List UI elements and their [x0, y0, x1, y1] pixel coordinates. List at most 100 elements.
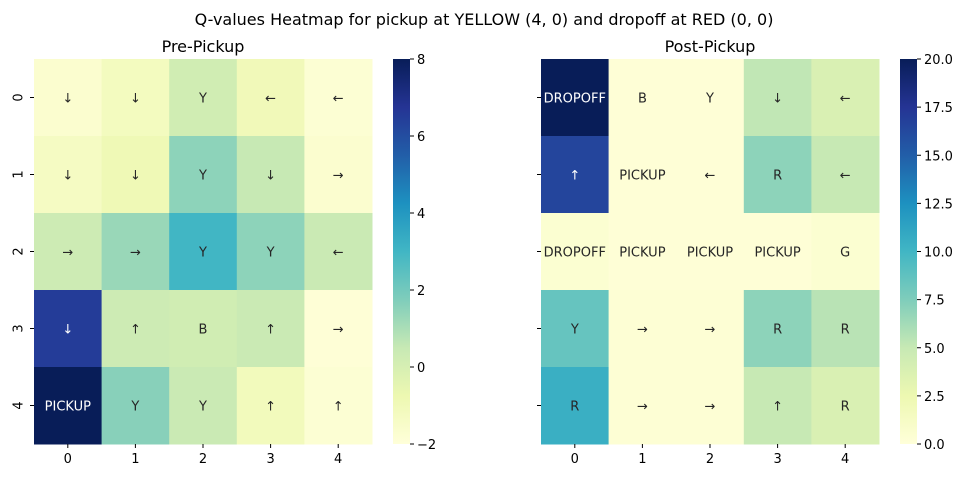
y-tick-label: 0 — [12, 93, 27, 101]
heatmap-cell — [608, 213, 677, 291]
colorbar-tick-label: 0.0 — [924, 438, 945, 453]
y-tick-label: 3 — [12, 324, 27, 332]
heatmap-cell — [676, 59, 745, 137]
colorbar-tick-label: 20.0 — [924, 53, 953, 68]
x-tick-label: 2 — [199, 452, 207, 467]
panel-title: Pre-Pickup — [162, 37, 245, 56]
heatmap-cell — [608, 290, 677, 368]
heatmap-cell — [541, 136, 610, 214]
heatmap-cell — [169, 367, 238, 445]
x-tick-label: 3 — [773, 452, 781, 467]
heatmap-cell — [236, 136, 305, 214]
heatmap-cell — [743, 136, 812, 214]
heatmap-cell — [811, 136, 880, 214]
y-tick-label: 2 — [12, 247, 27, 255]
heatmap-cell — [608, 59, 677, 137]
heatmap-cell — [304, 367, 373, 445]
heatmap-cell — [743, 290, 812, 368]
cell-annotation: → — [62, 246, 73, 261]
cell-annotation: R — [773, 323, 782, 338]
x-tick-label: 2 — [706, 452, 714, 467]
heatmap-cell — [541, 290, 610, 368]
heatmap-cell — [236, 213, 305, 291]
cell-annotation: R — [841, 323, 850, 338]
colorbar-tick-label: 12.5 — [924, 197, 953, 212]
colorbar-tick-label: 0 — [417, 361, 425, 376]
cell-annotation: Y — [198, 92, 207, 107]
cell-annotation: ↓ — [62, 323, 73, 338]
cell-annotation: ↑ — [333, 400, 344, 415]
cell-annotation: ↓ — [62, 92, 73, 107]
cell-annotation: Y — [198, 246, 207, 261]
heatmap-cell — [743, 213, 812, 291]
heatmap-cell — [169, 136, 238, 214]
cell-annotation: ↓ — [265, 169, 276, 184]
cell-annotation: ← — [840, 92, 851, 107]
cell-annotation: → — [130, 246, 141, 261]
cell-annotation: ↓ — [130, 92, 141, 107]
heatmap-cell — [676, 290, 745, 368]
heatmap-cell — [743, 367, 812, 445]
heatmap-cell — [101, 290, 170, 368]
figure-title: Q-values Heatmap for pickup at YELLOW (4… — [195, 10, 774, 29]
y-tick-label: 1 — [12, 170, 27, 178]
cell-annotation: ↓ — [130, 169, 141, 184]
cell-annotation: → — [705, 323, 716, 338]
cell-annotation: ← — [705, 169, 716, 184]
cell-annotation: ↑ — [265, 400, 276, 415]
heatmap-cell — [236, 59, 305, 137]
heatmap-cell — [811, 290, 880, 368]
cell-annotation: ↑ — [130, 323, 141, 338]
heatmap-cell — [541, 367, 610, 445]
cell-annotation: → — [705, 400, 716, 415]
cell-annotation: R — [773, 169, 782, 184]
heatmap-cell — [811, 213, 880, 291]
heatmap-cell — [101, 213, 170, 291]
cell-annotation: Y — [705, 92, 714, 107]
colorbar-tick-label: 2 — [417, 284, 425, 299]
cell-annotation: → — [333, 323, 344, 338]
heatmap-cell — [169, 213, 238, 291]
heatmap-cell — [608, 136, 677, 214]
heatmap-cell — [811, 367, 880, 445]
colorbar-tick-label: 15.0 — [924, 149, 953, 164]
cell-annotation: Y — [266, 246, 275, 261]
heatmap-cell — [304, 213, 373, 291]
heatmap-cell — [34, 290, 103, 368]
cell-annotation: ↑ — [265, 323, 276, 338]
heatmap-cell — [541, 213, 610, 291]
cell-annotation: ← — [265, 92, 276, 107]
cell-annotation: Y — [198, 169, 207, 184]
heatmap-cell — [101, 136, 170, 214]
cell-annotation: ← — [333, 92, 344, 107]
heatmap-cell — [34, 136, 103, 214]
cell-annotation: B — [638, 92, 647, 107]
heatmap-cell — [304, 136, 373, 214]
cell-annotation: R — [841, 400, 850, 415]
heatmap-cell — [676, 136, 745, 214]
heatmap-cell — [811, 59, 880, 137]
colorbar-tick-label: −2 — [417, 438, 436, 453]
panel-title: Post-Pickup — [665, 37, 756, 56]
heatmap-cell — [608, 367, 677, 445]
heatmap-cell — [304, 59, 373, 137]
cell-annotation: ← — [840, 169, 851, 184]
heatmap-cell — [169, 290, 238, 368]
heatmap-cell — [34, 213, 103, 291]
cell-annotation: ↓ — [772, 92, 783, 107]
cell-annotation: ↑ — [772, 400, 783, 415]
x-tick-label: 1 — [638, 452, 646, 467]
cell-annotation: → — [637, 323, 648, 338]
cell-annotation: PICKUP — [45, 400, 91, 415]
cell-annotation: PICKUP — [687, 246, 733, 261]
cell-annotation: ↓ — [62, 169, 73, 184]
cell-annotation: Y — [198, 400, 207, 415]
heatmap-cell — [34, 367, 103, 445]
x-tick-label: 4 — [841, 452, 849, 467]
heatmap-cell — [101, 367, 170, 445]
cell-annotation: PICKUP — [754, 246, 800, 261]
cell-annotation: G — [840, 246, 850, 261]
colorbar-tick-label: 8 — [417, 53, 425, 68]
